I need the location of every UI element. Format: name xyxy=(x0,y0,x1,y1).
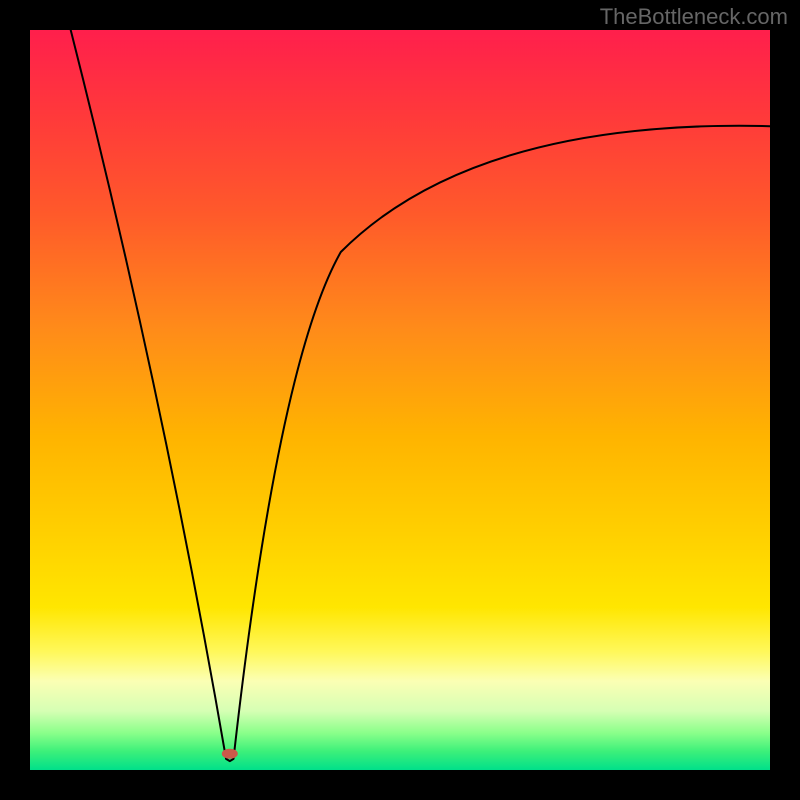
chart-plot-background xyxy=(30,30,770,770)
chart-container: TheBottleneck.com xyxy=(0,0,800,800)
bottleneck-chart xyxy=(0,0,800,800)
optimum-marker xyxy=(222,749,238,759)
